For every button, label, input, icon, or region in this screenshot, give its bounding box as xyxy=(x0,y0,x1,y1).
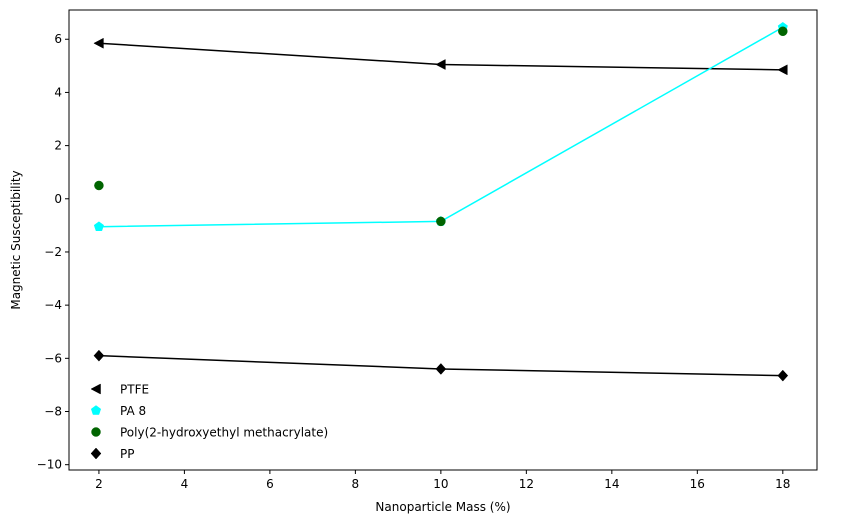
x-tick-label: 10 xyxy=(433,477,448,491)
legend-item: PP xyxy=(90,447,134,461)
x-tick-label: 2 xyxy=(95,477,103,491)
x-tick-label: 12 xyxy=(519,477,534,491)
x-tick-label: 8 xyxy=(352,477,360,491)
series-layer xyxy=(93,21,789,382)
y-axis-label: Magnetic Susceptibility xyxy=(9,170,23,309)
data-point xyxy=(436,216,446,227)
data-point xyxy=(435,59,446,70)
y-tick-label: −6 xyxy=(44,351,62,365)
legend-marker xyxy=(90,405,102,415)
legend-label: PA 8 xyxy=(120,404,146,418)
legend-label: Poly(2-hydroxyethyl methacrylate) xyxy=(120,426,328,440)
y-tick-label: 0 xyxy=(54,192,62,206)
x-tick-label: 14 xyxy=(604,477,619,491)
x-axis-label: Nanoparticle Mass (%) xyxy=(375,500,510,514)
series-line xyxy=(98,26,784,228)
data-point xyxy=(777,64,788,76)
data-point xyxy=(93,349,105,362)
legend-marker xyxy=(90,447,102,460)
legend-label: PTFE xyxy=(120,383,149,397)
series-3 xyxy=(93,349,789,382)
series-1 xyxy=(93,21,788,232)
data-point xyxy=(93,221,104,232)
x-tick-label: 16 xyxy=(690,477,705,491)
y-tick-label: −4 xyxy=(44,298,62,312)
y-tick-label: −8 xyxy=(44,405,62,419)
legend-marker xyxy=(90,383,101,395)
y-tick-label: 6 xyxy=(54,32,62,46)
y-tick-label: −10 xyxy=(37,458,62,472)
y-tick-label: −2 xyxy=(44,245,62,259)
data-point xyxy=(777,369,789,382)
data-point xyxy=(94,180,104,191)
series-2 xyxy=(94,26,788,227)
legend-marker xyxy=(91,427,101,437)
data-point xyxy=(435,363,447,375)
data-point xyxy=(93,37,104,49)
legend-item: PTFE xyxy=(90,383,149,397)
x-tick-label: 18 xyxy=(775,477,790,491)
y-tick-label: 2 xyxy=(54,139,62,153)
x-axis-ticks: 2 4 6 8 10 12 14 16 18 xyxy=(95,470,790,491)
x-tick-label: 4 xyxy=(181,477,189,491)
legend: PTFE PA 8 Poly(2-hydroxyethyl methacrylate… xyxy=(90,383,328,461)
y-tick-label: 4 xyxy=(54,85,62,99)
y-axis-ticks: −10 −8 −6 −4 −2 0 2 4 6 xyxy=(37,32,69,472)
plot-frame xyxy=(68,9,818,471)
legend-item: PA 8 xyxy=(90,404,146,418)
legend-label: PP xyxy=(120,447,134,461)
data-point xyxy=(778,26,788,37)
x-tick-label: 6 xyxy=(266,477,274,491)
series-0 xyxy=(93,37,788,76)
legend-item: Poly(2-hydroxyethyl methacrylate) xyxy=(91,426,328,440)
